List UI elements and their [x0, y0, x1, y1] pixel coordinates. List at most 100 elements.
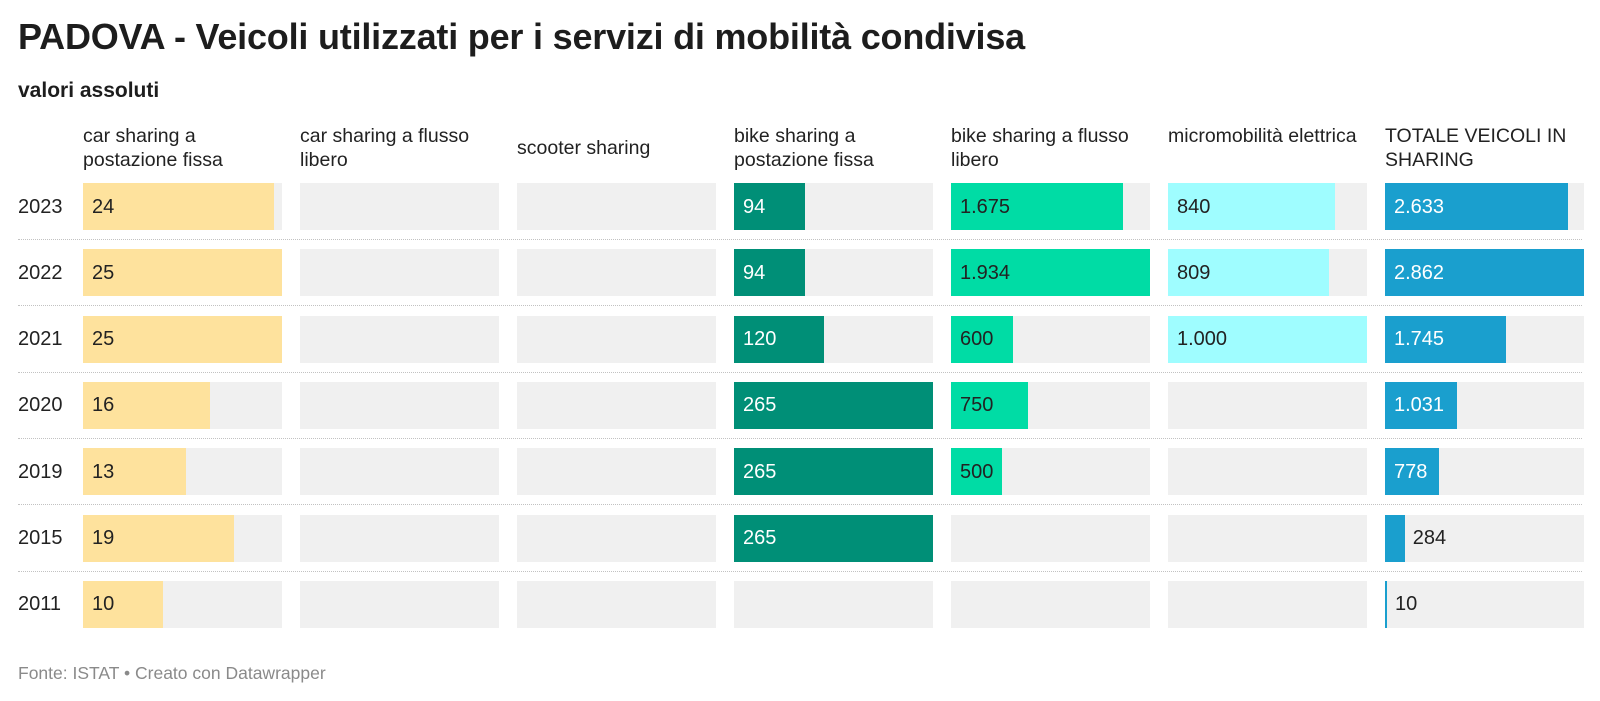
- data-label: 809: [1177, 261, 1211, 284]
- bar-track: 1.000: [1168, 315, 1367, 363]
- bar: [1385, 381, 1457, 429]
- bar-track: 1.031: [1385, 381, 1584, 429]
- bar-track: 265: [734, 514, 933, 562]
- data-label: 284: [1412, 527, 1447, 549]
- data-label: 750: [960, 394, 994, 417]
- bar: [1385, 580, 1387, 628]
- bar-track: 809: [1168, 249, 1367, 297]
- bar: [83, 315, 282, 363]
- bar-track: 25: [83, 315, 282, 363]
- bar-track: [734, 580, 933, 628]
- data-label: 19: [92, 527, 115, 549]
- data-label: 1.031: [1394, 394, 1445, 417]
- bar: [83, 514, 235, 562]
- bar: [734, 315, 825, 363]
- bar-track: [300, 448, 499, 496]
- bar: [951, 381, 1029, 429]
- bar-track: [300, 183, 499, 230]
- bar-track: 1.675: [951, 183, 1150, 230]
- data-label: 94: [743, 261, 766, 284]
- bar-track: 10: [83, 580, 282, 628]
- bar-track: [300, 514, 499, 562]
- row-separator: [18, 504, 1582, 506]
- row-year-label: 2020: [18, 394, 63, 417]
- chart-title: PADOVA - Veicoli utilizzati per i serviz…: [18, 16, 1025, 57]
- data-label: 10: [92, 593, 115, 616]
- bar-track: [300, 315, 499, 363]
- bar-track: 840: [1168, 183, 1367, 230]
- bar: [83, 580, 163, 628]
- data-label: 25: [92, 261, 115, 284]
- bar-track: 19: [83, 514, 282, 562]
- bar-track: [517, 183, 716, 230]
- bar-track: 120: [734, 315, 933, 363]
- source-footer: Fonte: ISTAT • Creato con Datawrapper: [18, 663, 326, 683]
- bar: [83, 183, 275, 230]
- column-header: micromobilità elettrica: [1168, 125, 1357, 147]
- row-year-label: 2023: [18, 195, 63, 218]
- bar: [83, 448, 187, 496]
- data-label: 94: [743, 195, 766, 218]
- chart-subtitle: valori assoluti: [18, 79, 160, 102]
- bar: [1168, 249, 1329, 297]
- data-label: 600: [960, 328, 994, 351]
- row-year-label: 2022: [18, 261, 63, 284]
- bar-track: 2.862: [1385, 249, 1584, 297]
- bar-track: 265: [734, 448, 933, 496]
- bar-track: [1168, 580, 1367, 628]
- data-label: 120: [743, 328, 777, 351]
- bar-track: 94: [734, 183, 933, 230]
- bar-track: 778: [1385, 448, 1584, 496]
- bar-track: [300, 381, 499, 429]
- data-label: 840: [1177, 195, 1211, 218]
- data-label: 16: [92, 394, 115, 417]
- row-separator: [18, 305, 1582, 307]
- bar-track: [1168, 514, 1367, 562]
- data-label: 1.934: [960, 261, 1011, 284]
- bar-track: [1168, 381, 1367, 429]
- bar-track: 1.934: [951, 249, 1150, 297]
- bar-track: [300, 580, 499, 628]
- data-label: 1.675: [960, 195, 1011, 218]
- bar: [1385, 315, 1507, 363]
- bar-track: [951, 580, 1150, 628]
- bar-track: 16: [83, 381, 282, 429]
- bar: [951, 448, 1003, 496]
- column-header: car sharing a flusso libero: [300, 125, 470, 171]
- row-year-label: 2015: [18, 527, 63, 549]
- bar: [734, 514, 933, 562]
- bar-track: 265: [734, 381, 933, 429]
- row-separator: [18, 570, 1582, 572]
- data-label: 10: [1395, 593, 1418, 616]
- row-year-label: 2011: [18, 593, 62, 616]
- bar: [734, 249, 805, 297]
- data-label: 1.000: [1177, 328, 1228, 351]
- bar: [1385, 514, 1405, 562]
- bar-track: 25: [83, 249, 282, 297]
- bar: [83, 381, 211, 429]
- bar: [734, 381, 933, 429]
- data-label: 13: [92, 460, 115, 483]
- data-label: 265: [743, 527, 777, 549]
- data-label: 265: [743, 394, 777, 417]
- bar: [1385, 448, 1440, 496]
- bar: [951, 315, 1013, 363]
- bar: [734, 448, 933, 496]
- bar: [1168, 315, 1367, 363]
- bar-track: 13: [83, 448, 282, 496]
- data-label: 2.633: [1394, 195, 1445, 218]
- data-label: 2.862: [1394, 261, 1445, 284]
- column-header: bike sharing a flusso libero: [951, 125, 1129, 171]
- bar: [1385, 183, 1569, 230]
- bar: [734, 183, 805, 230]
- bar-track: 1.745: [1385, 315, 1584, 363]
- column-header: TOTALE VEICOLI IN SHARING: [1385, 125, 1567, 171]
- bar: [1168, 183, 1336, 230]
- bar-track: 284: [1385, 514, 1584, 562]
- bar-track: [300, 249, 499, 297]
- row-year-label: 2021: [18, 328, 63, 351]
- bar-track: 24: [83, 183, 282, 230]
- column-header: car sharing a postazione fissa: [83, 125, 223, 171]
- bar-track: [517, 580, 716, 628]
- bar-track: 2.633: [1385, 183, 1584, 230]
